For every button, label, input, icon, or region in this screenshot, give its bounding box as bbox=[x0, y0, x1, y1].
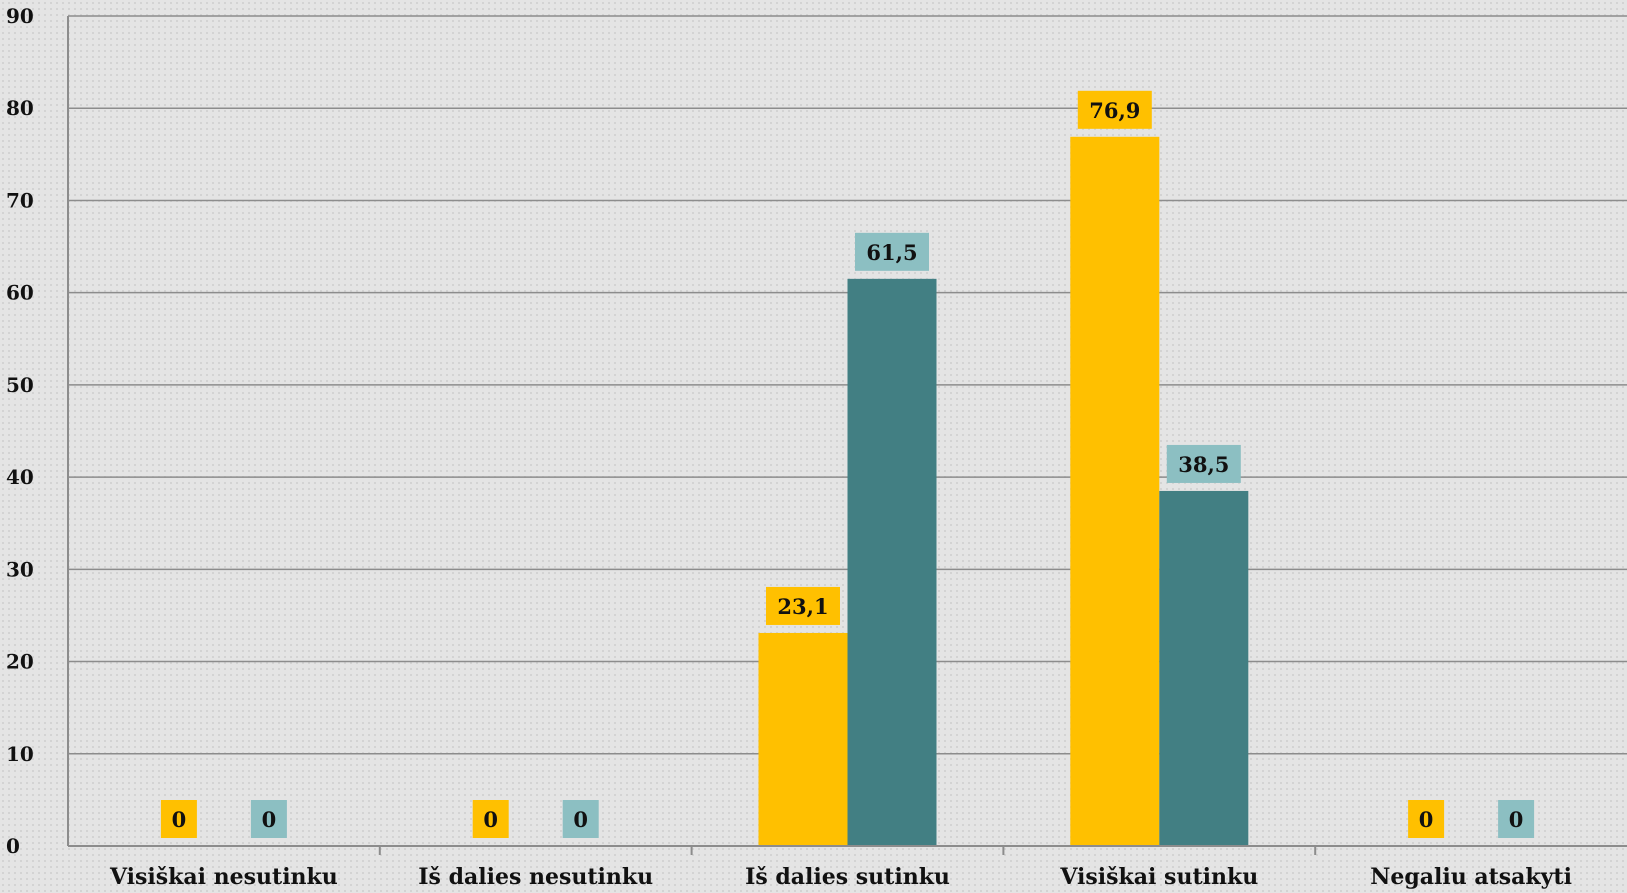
x-category-label: Visiškai nesutinku bbox=[109, 864, 338, 890]
x-category-label: Visiškai sutinku bbox=[1059, 864, 1258, 890]
data-label: 23,1 bbox=[777, 594, 828, 619]
data-label: 0 bbox=[483, 807, 498, 832]
data-label-box bbox=[250, 800, 287, 838]
bar bbox=[1159, 490, 1249, 846]
x-category-label: Iš dalies nesutinku bbox=[418, 864, 653, 890]
data-label: 76,9 bbox=[1089, 98, 1140, 123]
data-labels: 0 0 23,1 76,9 0 0 0 61,5 38,5 0 bbox=[160, 90, 1535, 838]
data-label-box bbox=[1166, 444, 1241, 483]
data-label: 0 bbox=[262, 807, 277, 832]
bar bbox=[758, 632, 848, 846]
bar bbox=[1070, 136, 1160, 847]
y-tick-label: 50 bbox=[6, 373, 34, 397]
data-label-box bbox=[472, 800, 509, 838]
data-label: 0 bbox=[1419, 807, 1434, 832]
data-label: 0 bbox=[1509, 807, 1524, 832]
data-label-box bbox=[766, 586, 840, 625]
data-label: 0 bbox=[573, 807, 588, 832]
data-label-box bbox=[1498, 800, 1535, 838]
bars bbox=[758, 136, 1249, 847]
y-tick-label: 30 bbox=[6, 557, 34, 581]
x-category-label: Iš dalies sutinku bbox=[745, 864, 950, 890]
y-tick-label: 70 bbox=[6, 188, 34, 212]
data-label-box bbox=[1077, 90, 1152, 129]
data-label: 0 bbox=[172, 807, 187, 832]
y-tick-label: 10 bbox=[6, 742, 34, 766]
y-tick-label: 60 bbox=[6, 281, 34, 305]
data-label: 38,5 bbox=[1178, 452, 1229, 477]
x-category-label: Negaliu atsakyti bbox=[1370, 864, 1572, 890]
data-label-box bbox=[160, 800, 197, 838]
axes: 0 10 20 30 40 50 60 70 80 90 Visiškai nesutinku Iš … bbox=[6, 4, 1627, 890]
y-tick-label: 0 bbox=[6, 834, 20, 858]
y-tick-label: 90 bbox=[6, 4, 34, 28]
bar bbox=[847, 278, 937, 846]
y-tick-label: 80 bbox=[6, 96, 34, 120]
data-label-box bbox=[562, 800, 599, 838]
data-label: 61,5 bbox=[866, 240, 917, 265]
y-tick-label: 20 bbox=[6, 650, 34, 674]
y-tick-label: 40 bbox=[6, 465, 34, 489]
data-label-box bbox=[1408, 800, 1445, 838]
data-label-box bbox=[855, 232, 929, 271]
